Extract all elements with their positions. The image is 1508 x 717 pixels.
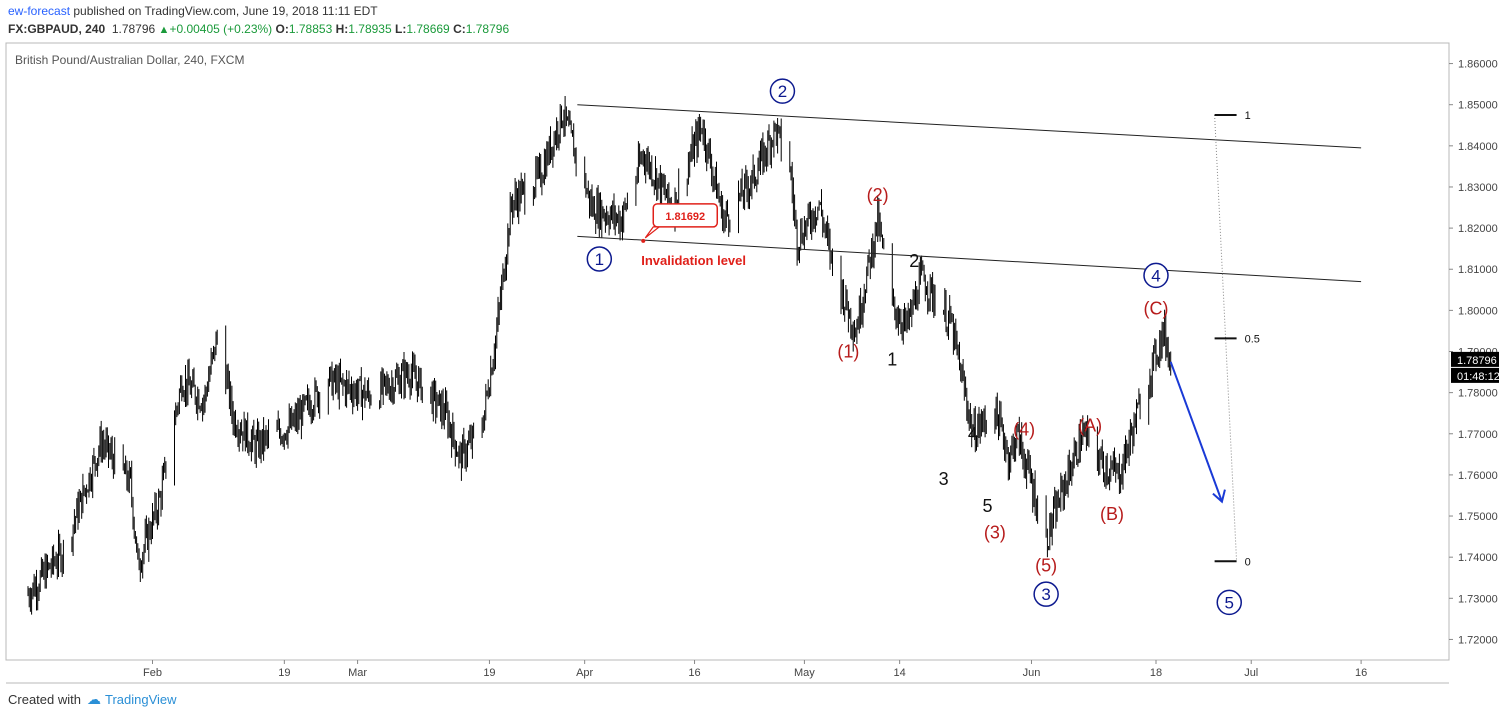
close-value: 1.78796 (465, 22, 510, 36)
publish-info: ew-forecast published on TradingView.com… (8, 4, 378, 18)
y-tick-label: 1.86000 (1458, 59, 1498, 71)
y-tick-label: 1.85000 (1458, 100, 1498, 112)
y-tick-label: 1.72000 (1458, 634, 1498, 646)
fib-projection: 10.50 (1214, 110, 1260, 568)
y-tick-label: 1.77000 (1458, 429, 1498, 441)
invalidation-value: 1.81692 (665, 211, 705, 223)
symbol: FX:GBPAUD, 240 (8, 22, 106, 36)
invalidation-marker: 1.81692 Invalidation level (641, 203, 746, 268)
wave-label-intermediate: (3) (984, 522, 1006, 542)
wave-label-primary: 1 (595, 250, 604, 269)
open-label: O: (275, 22, 289, 36)
channel-lines (577, 104, 1362, 283)
wave-label-primary: 3 (1041, 585, 1050, 604)
x-tick-label: Apr (576, 667, 593, 679)
low-label: L: (395, 22, 407, 36)
x-tick-label: Mar (348, 667, 367, 679)
countdown-tag-text: 01:48:12 (1457, 371, 1500, 383)
change: +0.00405 (+0.23%) (169, 22, 273, 36)
y-tick-label: 1.78000 (1458, 388, 1498, 400)
candles (27, 96, 1172, 615)
created-with: Created with (8, 692, 81, 707)
wave-circle (586, 246, 613, 272)
y-tick-label: 1.80000 (1458, 305, 1498, 317)
fib-level-label: 0 (1245, 556, 1251, 568)
tradingview-logo-icon: ☁ (86, 691, 101, 707)
y-tick-label: 1.83000 (1458, 182, 1498, 194)
x-tick-label: 19 (483, 667, 495, 679)
last-price: 1.78796 (111, 22, 156, 36)
plot-frame (5, 42, 1450, 661)
last-price-tag (1451, 351, 1499, 367)
x-tick-label: Feb (143, 667, 162, 679)
y-tick-label: 1.84000 (1458, 141, 1498, 153)
fib-trendline (1214, 114, 1238, 562)
published-text: published on TradingView.com, June 19, 2… (73, 4, 378, 18)
x-tick-label: May (794, 667, 815, 679)
symbol-info: FX:GBPAUD, 240 1.78796 ▲+0.00405 (+0.23%… (8, 22, 509, 36)
wave-label-intermediate: (1) (837, 342, 859, 362)
invalidation-callout (652, 203, 719, 228)
wave-label-intermediate: (A) (1078, 416, 1102, 436)
y-tick-label: 1.74000 (1458, 552, 1498, 564)
channel-line (577, 104, 1362, 149)
forecast-arrow-line (1169, 361, 1223, 502)
invalidation-point (641, 238, 646, 243)
x-tick-label: 16 (688, 667, 700, 679)
invalidation-text: Invalidation level (641, 253, 746, 268)
wave-circle (1033, 581, 1059, 607)
forecast-arrow-head (1212, 489, 1226, 504)
wave-circle (1216, 589, 1243, 616)
y-tick-label: 1.76000 (1458, 470, 1498, 482)
forecast-arrow (1169, 361, 1226, 504)
countdown-tag (1451, 367, 1499, 383)
wave-label-intermediate: (5) (1035, 555, 1057, 575)
x-axis: Feb 19 Mar 19 Apr 16 May 14 Jun 18 Jul 16 (143, 660, 1367, 679)
wave-label-intermediate: (4) (1013, 420, 1035, 440)
low-value: 1.78669 (406, 22, 450, 36)
fib-level-label: 1 (1245, 110, 1251, 122)
y-tick-label: 1.81000 (1458, 264, 1498, 276)
y-axis: 1.86000 1.85000 1.84000 1.83000 1.82000 1.810… (1449, 59, 1498, 646)
wave-circle (769, 78, 796, 104)
close-label: C: (453, 22, 466, 36)
wave-circle (1143, 262, 1169, 289)
high-value: 1.78935 (348, 22, 392, 36)
chart-title: British Pound/Australian Dollar, 240, FX… (15, 53, 244, 67)
tradingview-brand[interactable]: TradingView (104, 692, 177, 707)
y-tick-label: 1.82000 (1458, 223, 1498, 235)
wave-label-primary: 5 (1225, 593, 1234, 612)
last-price-tag-text: 1.78796 (1457, 355, 1497, 367)
high-label: H: (335, 22, 349, 36)
y-tick-label: 1.75000 (1458, 511, 1498, 523)
footer: Created with ☁ TradingView (8, 691, 177, 708)
channel-line (577, 235, 1362, 283)
wave-label-minor: 2 (909, 251, 919, 271)
wave-label-minor: 1 (887, 350, 897, 370)
x-tick-label: Jun (1023, 667, 1041, 679)
wave-labels: 1 2 3 4 5 (1) (2) (3) (4) (5) (A) (B) (C) 1 2 3 4 5 (586, 78, 1243, 616)
wave-label-intermediate: (2) (867, 185, 889, 205)
x-tick-label: 19 (278, 667, 290, 679)
x-tick-label: 14 (894, 667, 906, 679)
wave-label-minor: 4 (968, 424, 978, 444)
author-link[interactable]: ew-forecast (8, 4, 71, 18)
x-tick-label: 16 (1355, 667, 1367, 679)
open-value: 1.78853 (288, 22, 333, 36)
wave-label-primary: 2 (778, 82, 787, 101)
x-tick-label: 18 (1150, 667, 1162, 679)
price-tags: 1.78796 01:48:12 (1451, 351, 1500, 383)
wave-label-primary: 4 (1151, 266, 1160, 285)
fib-level-label: 0.5 (1245, 333, 1260, 345)
wave-label-minor: 5 (983, 496, 993, 516)
wave-label-intermediate: (C) (1144, 298, 1169, 318)
wave-label-minor: 3 (939, 469, 949, 489)
y-tick-label: 1.73000 (1458, 593, 1498, 605)
x-tick-label: Jul (1244, 667, 1258, 679)
up-triangle-icon: ▲ (158, 24, 170, 36)
wave-label-intermediate: (B) (1100, 504, 1124, 524)
